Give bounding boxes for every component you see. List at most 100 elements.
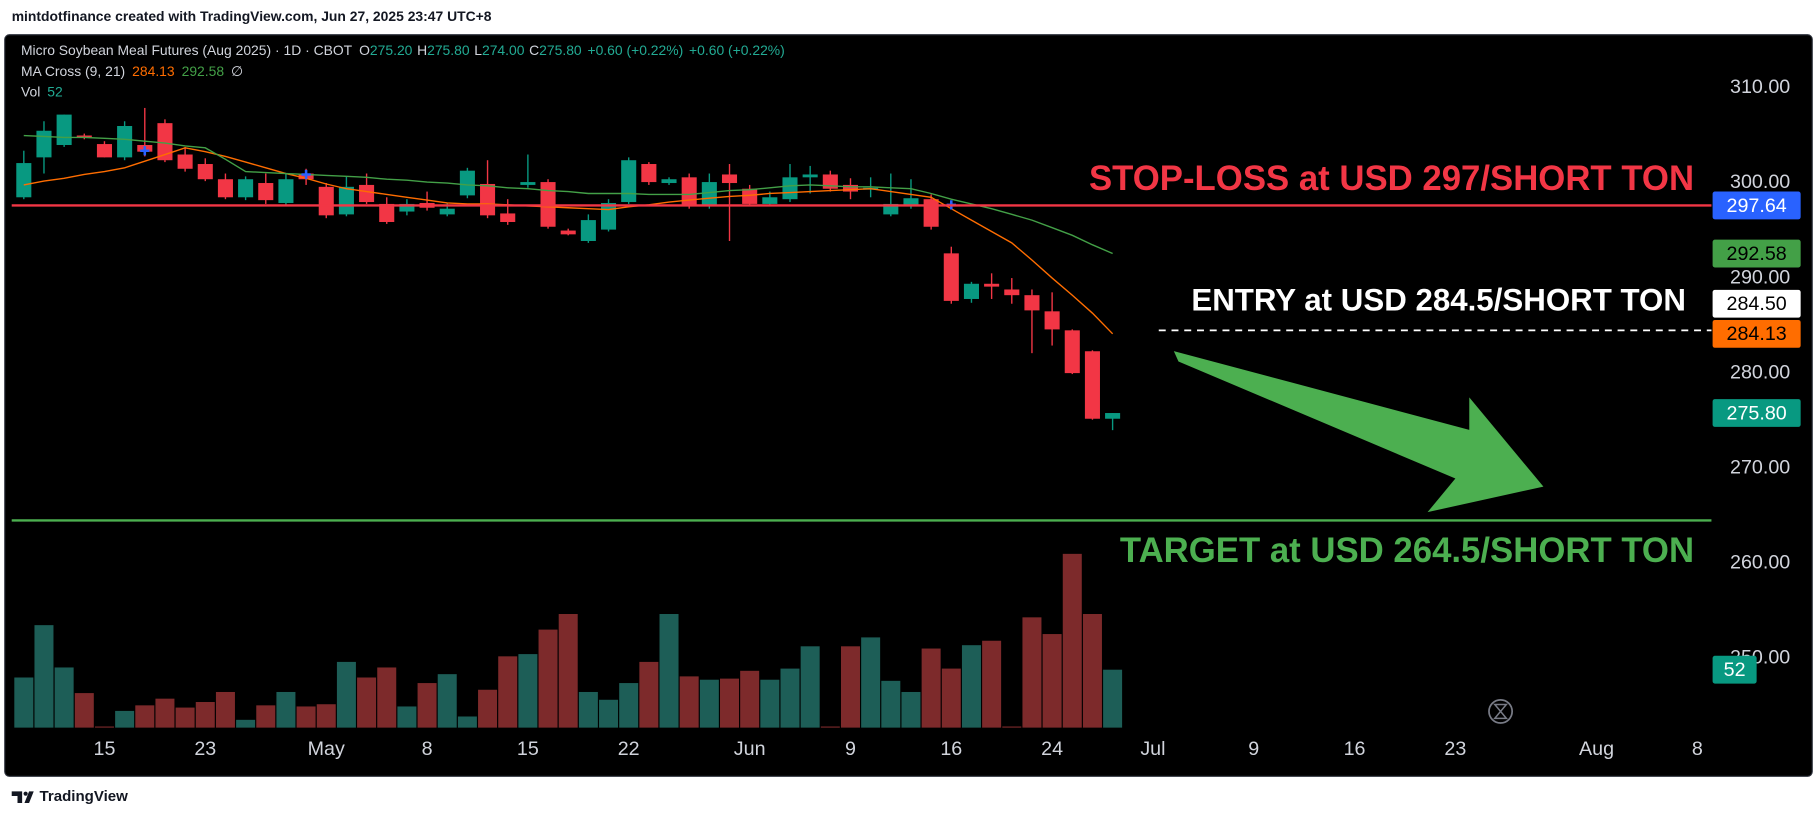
volume-bar bbox=[195, 702, 215, 728]
legend-item: 275.80 bbox=[427, 42, 470, 58]
ma-line bbox=[23, 134, 1113, 255]
volume-axis-box bbox=[1712, 655, 1757, 684]
price-axis-box bbox=[1712, 399, 1801, 427]
volume-bar bbox=[377, 667, 397, 728]
price-axis-box bbox=[1712, 289, 1801, 318]
candle-body bbox=[197, 164, 213, 180]
volume-bar bbox=[760, 679, 780, 728]
x-tick-label: 16 bbox=[940, 738, 962, 760]
candle-body bbox=[56, 114, 72, 146]
y-tick-label: 260.00 bbox=[1730, 551, 1790, 573]
volume-bar bbox=[74, 693, 94, 728]
candle-body bbox=[399, 203, 415, 212]
candle-body bbox=[943, 253, 959, 301]
volume-bar bbox=[538, 629, 558, 728]
legend-item: 292.58 bbox=[182, 63, 225, 79]
legend-line: Vol 52 bbox=[21, 83, 63, 99]
tv-logo bbox=[11, 791, 34, 803]
candle-body bbox=[177, 154, 193, 169]
volume-bar bbox=[720, 678, 740, 728]
candle-body bbox=[76, 135, 92, 138]
volume-bar bbox=[276, 691, 296, 728]
volume-bar bbox=[397, 706, 417, 728]
candle-body bbox=[903, 198, 919, 206]
stop-loss-annotation: STOP-LOSS at USD 297/SHORT TON bbox=[1089, 160, 1694, 198]
y-tick-label: 270.00 bbox=[1730, 456, 1790, 478]
volume-bar bbox=[34, 625, 54, 728]
candle-body bbox=[238, 179, 254, 198]
legend-item: MA Cross (9, 21) bbox=[21, 63, 125, 79]
hourglass-icon bbox=[1488, 698, 1514, 724]
candle-body bbox=[379, 203, 395, 222]
volume-bar bbox=[518, 654, 538, 728]
candle-body bbox=[984, 283, 1000, 287]
y-tick-label: 280.00 bbox=[1730, 361, 1790, 383]
price-axis-box bbox=[1712, 191, 1801, 220]
candle-body bbox=[842, 184, 859, 192]
legend-item: +0.60 (+0.22%) bbox=[587, 42, 683, 58]
entry-annotation: ENTRY at USD 284.5/SHORT TON bbox=[1191, 283, 1686, 318]
x-tick-label: May bbox=[308, 738, 345, 760]
volume-bar bbox=[961, 645, 981, 728]
volume-bar bbox=[1103, 669, 1123, 728]
volume-bar bbox=[921, 648, 941, 728]
candle-body bbox=[601, 202, 617, 230]
ma-cross-marker bbox=[301, 169, 311, 180]
header: mintdotfinance created with TradingView.… bbox=[12, 8, 492, 24]
volume-bar bbox=[982, 640, 1002, 728]
candle-body bbox=[963, 283, 979, 299]
volume-bar bbox=[437, 674, 457, 728]
legend-item: 52 bbox=[47, 83, 63, 99]
candle-body bbox=[278, 179, 294, 203]
volume-bar bbox=[1062, 553, 1082, 728]
price-axis-box bbox=[1712, 319, 1801, 348]
x-tick-label: 23 bbox=[194, 738, 216, 760]
ma-line bbox=[23, 147, 1114, 335]
legend-item: O bbox=[359, 42, 370, 58]
price-axis-box-label: 284.13 bbox=[1727, 323, 1787, 345]
candle-body bbox=[96, 144, 112, 158]
volume-bar bbox=[780, 668, 800, 728]
legend-item: H bbox=[417, 42, 427, 58]
candle-body bbox=[580, 220, 596, 242]
volume-bar bbox=[215, 691, 235, 728]
x-tick-label: 8 bbox=[422, 738, 433, 760]
volume-bar bbox=[236, 719, 256, 728]
candle-body bbox=[117, 126, 133, 158]
candle-body bbox=[480, 183, 496, 216]
candle-body bbox=[721, 174, 738, 184]
volume-bar bbox=[357, 677, 377, 728]
candle-body bbox=[338, 186, 354, 215]
legend-item: 275.80 bbox=[539, 42, 582, 58]
target-annotation: TARGET at USD 264.5/SHORT TON bbox=[1120, 532, 1694, 570]
volume-bar bbox=[417, 683, 437, 728]
legend-item: Micro Soybean Meal Futures (Aug 2025) · … bbox=[21, 42, 353, 58]
candle-body bbox=[1024, 295, 1040, 311]
candle-body bbox=[782, 177, 798, 200]
volume-bar bbox=[861, 637, 881, 728]
volume-bar bbox=[336, 661, 356, 728]
price-axis-box-label: 292.58 bbox=[1727, 243, 1787, 265]
volume-bar bbox=[558, 614, 578, 728]
x-tick-label: Jul bbox=[1140, 738, 1165, 760]
volume-bar bbox=[54, 667, 74, 728]
arrow bbox=[1173, 351, 1544, 513]
price-axis-box-label: 297.64 bbox=[1727, 195, 1787, 217]
candle-body bbox=[1004, 289, 1020, 296]
candle-body bbox=[1044, 311, 1060, 330]
price-axis-box-label: 284.50 bbox=[1727, 293, 1787, 315]
legend-item: 274.00 bbox=[482, 42, 525, 58]
volume-bar bbox=[155, 698, 175, 728]
candle-body bbox=[701, 182, 717, 206]
volume-bar bbox=[175, 707, 195, 728]
candle-body bbox=[621, 160, 637, 203]
footer-brand: TradingView bbox=[40, 788, 129, 805]
x-tick-label: 22 bbox=[618, 738, 640, 760]
candle-body bbox=[681, 177, 697, 206]
volume-bar bbox=[1042, 634, 1062, 728]
volume-bar bbox=[659, 614, 679, 728]
volume-bar bbox=[478, 689, 498, 728]
candle-body bbox=[359, 184, 375, 203]
candle-body bbox=[923, 199, 939, 227]
x-tick-label: Aug bbox=[1579, 738, 1614, 760]
